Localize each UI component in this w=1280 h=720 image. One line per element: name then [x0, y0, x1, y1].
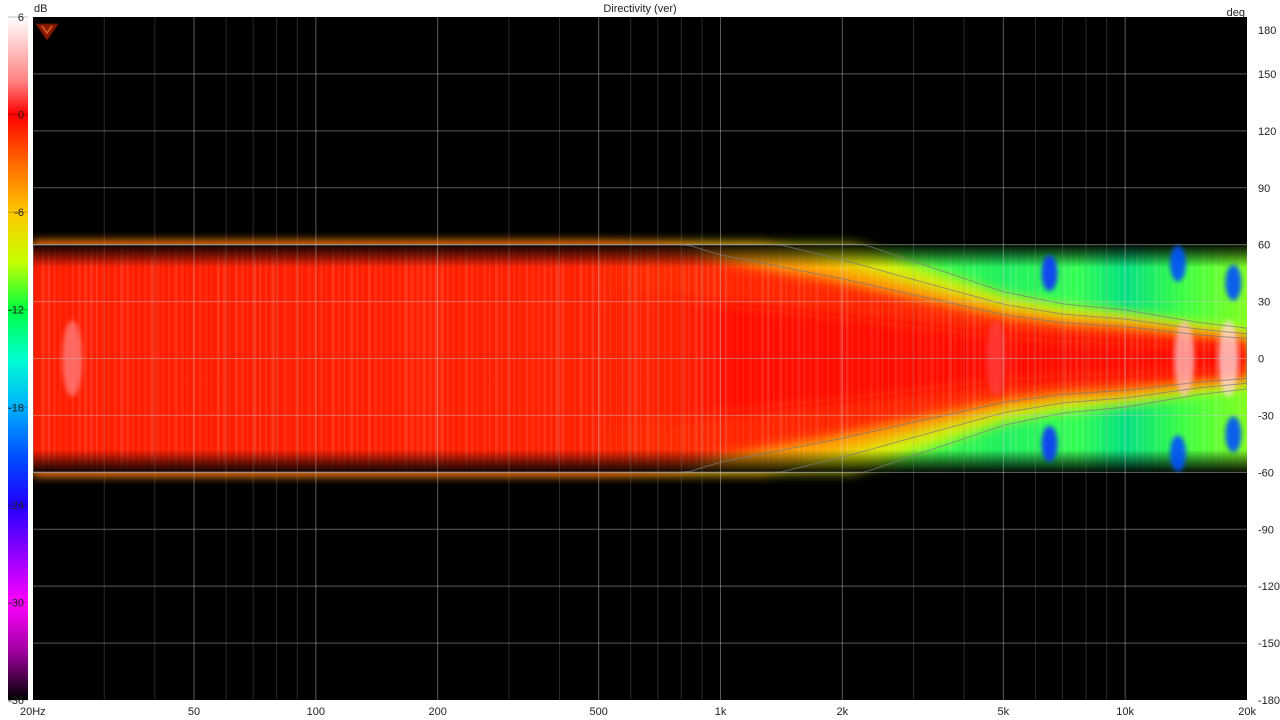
x-tick-label: 500 [590, 706, 608, 718]
x-tick-label: 200 [428, 706, 446, 718]
y-tick-label: -180 [1258, 695, 1280, 707]
x-tick-label: 50 [188, 706, 200, 718]
y-tick-label: -150 [1258, 638, 1280, 650]
heatmap-layer [33, 244, 1247, 473]
logo-icon [35, 23, 59, 41]
heatmap-hot-spot [1218, 320, 1239, 397]
x-tick-label: 10k [1116, 706, 1134, 718]
colorbar-tick-label: 6 [18, 12, 24, 24]
x-tick-label: 20k [1238, 706, 1256, 718]
x-tick-label: 20Hz [20, 706, 46, 718]
heatmap-hot-spot [986, 320, 1007, 397]
heatmap-cold-spot [1041, 255, 1058, 292]
y-tick-label: -90 [1258, 524, 1274, 536]
colorbar-tick-label: -6 [14, 207, 24, 219]
colorbar: 6 0 -6 -12 -18 -24 -30 -36 dB [8, 3, 47, 707]
colorbar-tick-label: -24 [8, 500, 24, 512]
y-axis-ticks: 180 150 120 90 60 30 0 -30 -60 -90 -120 -150 -180 [1258, 25, 1280, 707]
colorbar-tick-label: -12 [8, 305, 24, 317]
colorbar-tick-label: -30 [8, 597, 24, 609]
heatmap-cold-spot [1225, 264, 1242, 301]
colorbar-tick-label: -18 [8, 402, 24, 414]
colorbar-scale [8, 17, 28, 700]
heatmap-cold-spot [1041, 425, 1058, 462]
grid-lines [33, 17, 1247, 700]
heatmap-hot-spot [62, 320, 83, 397]
heatmap-cold-spot [1169, 435, 1186, 472]
heatmap-contour-line [33, 244, 1247, 473]
colorbar-unit-label: dB [34, 3, 47, 15]
x-tick-label: 100 [307, 706, 325, 718]
colorbar-tick-label: 0 [18, 110, 24, 122]
heatmap-cold-spot [1169, 245, 1186, 282]
heatmap-cold-spot [1225, 416, 1242, 453]
y-tick-label: -120 [1258, 581, 1280, 593]
x-axis-ticks: 20Hz 50 100 200 500 1k 2k 5k 10k 20k [20, 706, 1256, 718]
x-tick-label: 5k [998, 706, 1010, 718]
x-tick-label: 2k [837, 706, 849, 718]
y-tick-label: 0 [1258, 354, 1264, 366]
y-tick-label: 150 [1258, 69, 1276, 81]
y-tick-label: 30 [1258, 297, 1270, 309]
heatmap-hot-spot [1174, 320, 1195, 397]
colorbar-tick-label: -36 [8, 695, 24, 707]
y-tick-label: -30 [1258, 410, 1274, 422]
y-axis-unit-label: deg [1227, 7, 1245, 19]
y-tick-label: 60 [1258, 240, 1270, 252]
y-tick-label: 180 [1258, 25, 1276, 37]
y-tick-label: -60 [1258, 467, 1274, 479]
x-tick-label: 1k [715, 706, 727, 718]
colorbar-ticks: 6 0 -6 -12 -18 -24 -30 -36 [8, 12, 28, 707]
y-tick-label: 90 [1258, 183, 1270, 195]
chart-title: Directivity (ver) [603, 3, 676, 15]
y-tick-label: 120 [1258, 126, 1276, 138]
